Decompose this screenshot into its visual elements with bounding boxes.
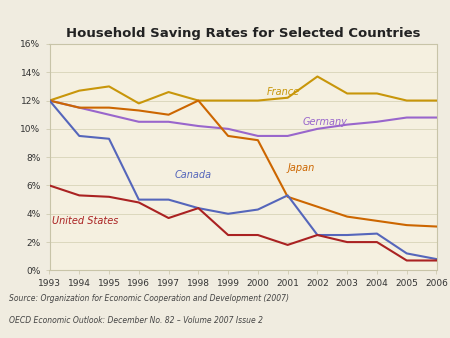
Title: Household Saving Rates for Selected Countries: Household Saving Rates for Selected Coun… (66, 27, 420, 40)
Text: Source: Organization for Economic Cooperation and Development (2007): Source: Organization for Economic Cooper… (9, 294, 289, 303)
Text: Germany: Germany (302, 117, 347, 127)
Text: Canada: Canada (175, 170, 211, 180)
Text: OECD Economic Outlook: December No. 82 – Volume 2007 Issue 2: OECD Economic Outlook: December No. 82 –… (9, 316, 263, 325)
Text: United States: United States (53, 216, 119, 226)
Text: Japan: Japan (288, 163, 315, 173)
Text: France: France (267, 87, 300, 97)
